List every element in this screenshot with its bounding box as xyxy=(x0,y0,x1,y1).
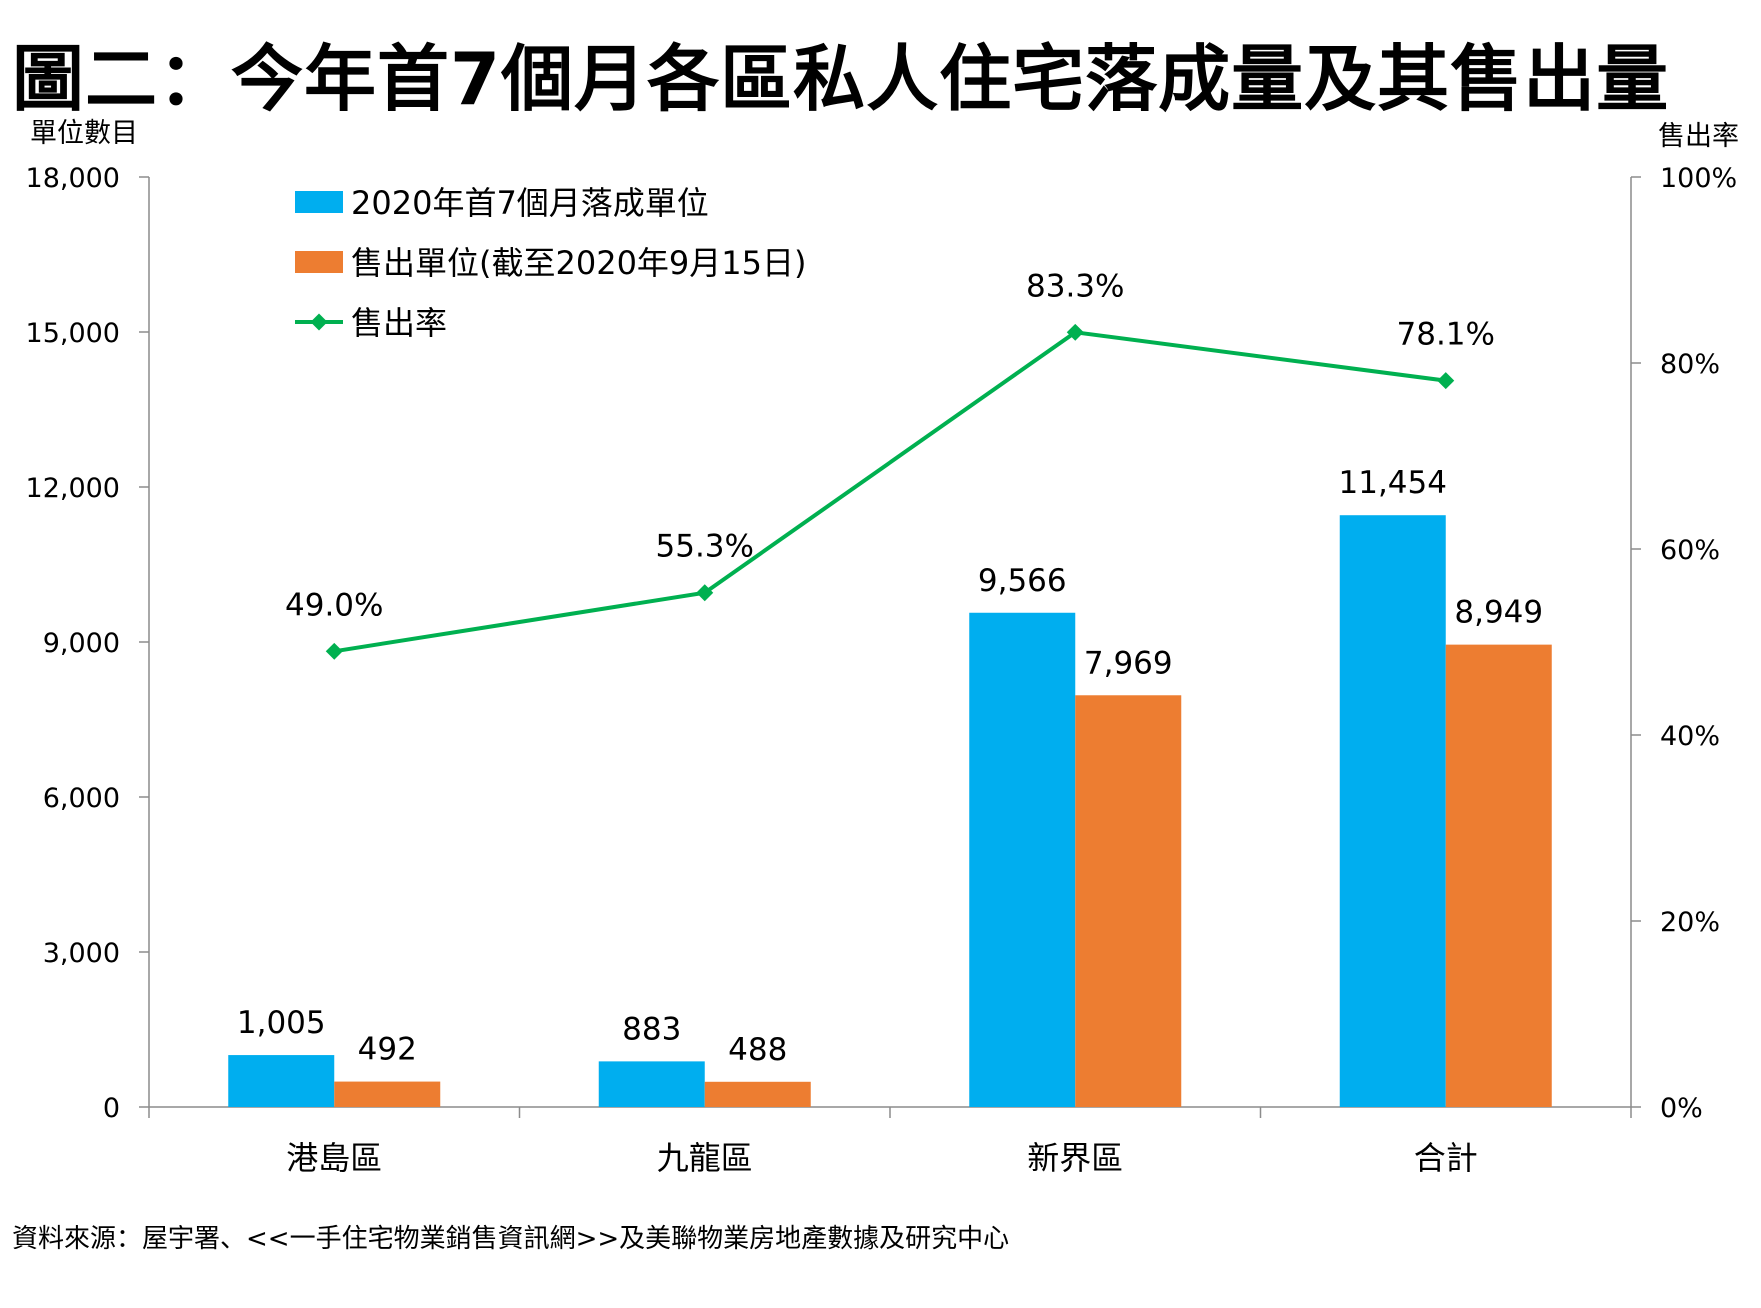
right-tick-label: 100% xyxy=(1660,163,1737,194)
completed-units-bar xyxy=(228,1055,335,1107)
left-axis-title: 單位數目 xyxy=(30,118,138,149)
x-category-label: 新界區 xyxy=(1027,1139,1123,1177)
sell-through-rate-point xyxy=(325,642,343,660)
left-tick-label: 6,000 xyxy=(43,783,120,814)
sold-units-bar xyxy=(1445,644,1552,1107)
legend-entry-label: 售出單位(截至2020年9月15日) xyxy=(351,244,807,282)
legend-entry-label: 售出率 xyxy=(351,304,447,342)
sold-units-value-label: 492 xyxy=(358,1032,417,1068)
left-tick-label: 15,000 xyxy=(26,318,120,349)
left-tick-label: 3,000 xyxy=(43,938,120,969)
right-tick-label: 80% xyxy=(1660,349,1720,380)
completed-units-bar xyxy=(1339,515,1446,1107)
sell-through-rate-value-label: 83.3% xyxy=(1026,268,1124,304)
sell-through-rate-line xyxy=(333,330,1447,654)
left-tick-label: 0 xyxy=(103,1093,120,1124)
completed-units-value-label: 9,566 xyxy=(978,563,1067,599)
legend-entry-label: 2020年首7個月落成單位 xyxy=(351,184,709,222)
legend-sold-swatch xyxy=(295,251,343,273)
sold-units-bar xyxy=(1075,695,1182,1107)
sold-units-value-label: 488 xyxy=(728,1032,787,1068)
legend-rate-swatch-marker xyxy=(310,313,328,331)
source-note: 資料來源：屋宇署、<<一手住宅物業銷售資訊網>>及美聯物業房地產數據及研究中心 xyxy=(12,1224,1010,1254)
x-category-label: 九龍區 xyxy=(657,1139,753,1177)
sell-through-rate-value-label: 49.0% xyxy=(285,587,383,623)
sell-through-rate-value-label: 55.3% xyxy=(656,529,754,565)
completed-units-value-label: 883 xyxy=(622,1011,681,1047)
right-tick-label: 60% xyxy=(1660,535,1720,566)
left-tick-label: 9,000 xyxy=(43,628,120,659)
sold-units-value-label: 8,949 xyxy=(1454,595,1543,631)
sell-through-rate-point xyxy=(696,584,714,602)
sold-units-bar xyxy=(334,1081,441,1107)
completed-units-bar xyxy=(598,1061,705,1107)
right-tick-label: 20% xyxy=(1660,907,1720,938)
sold-units-value-label: 7,969 xyxy=(1084,645,1173,681)
right-axis-title: 售出率 xyxy=(1658,121,1739,152)
left-tick-label: 12,000 xyxy=(26,473,120,504)
x-category-label: 合計 xyxy=(1414,1139,1478,1177)
chart-title: 圖二：今年首7個月各區私人住宅落成量及其售出量 xyxy=(12,37,1670,121)
right-tick-label: 0% xyxy=(1660,1093,1703,1124)
completed-units-bar xyxy=(969,612,1076,1107)
x-category-label: 港島區 xyxy=(286,1139,382,1177)
right-tick-label: 40% xyxy=(1660,721,1720,752)
completed-units-value-label: 1,005 xyxy=(237,1005,326,1041)
left-tick-label: 18,000 xyxy=(26,163,120,194)
sell-through-rate-value-label: 78.1% xyxy=(1397,317,1495,353)
completed-units-value-label: 11,454 xyxy=(1339,465,1447,501)
legend-completed-swatch xyxy=(295,191,343,213)
sold-units-bar xyxy=(704,1081,811,1107)
sell-through-rate-point xyxy=(1437,372,1455,390)
